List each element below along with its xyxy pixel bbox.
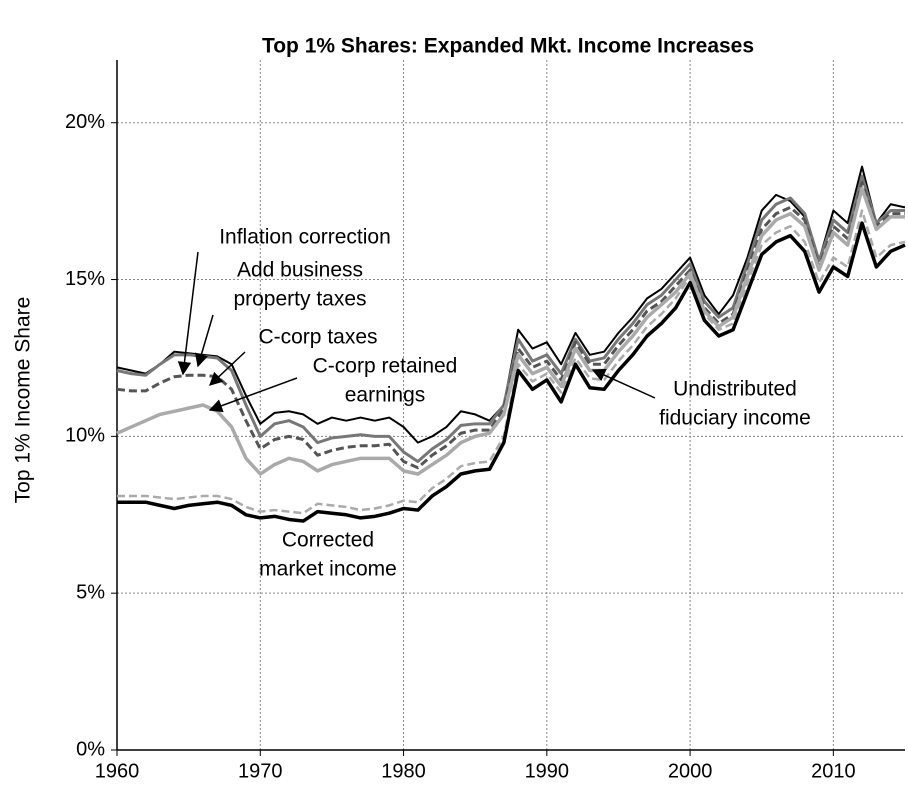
y-tick-label: 0%	[76, 738, 105, 760]
annotation: fiduciary income	[659, 407, 811, 430]
annotation-arrow	[177, 251, 199, 376]
chart-title: Top 1% Shares: Expanded Mkt. Income Incr…	[262, 35, 754, 58]
x-tick-label: 1970	[238, 760, 283, 782]
annotation: market income	[259, 558, 397, 581]
y-tick-label: 5%	[76, 581, 105, 603]
annotation: earnings	[345, 384, 426, 407]
y-tick-label: 10%	[65, 425, 105, 447]
annotation: Add business	[237, 259, 363, 282]
y-axis-label: Top 1% Income Share	[12, 297, 35, 504]
annotation: C-corp retained	[313, 355, 458, 378]
annotation: Corrected	[282, 529, 374, 552]
series-line	[116, 186, 905, 476]
annotation: Undistributed	[673, 378, 797, 401]
series-line	[116, 174, 905, 463]
series-line	[117, 221, 906, 523]
annotation-arrow	[194, 314, 214, 368]
annotation: C-corp taxes	[258, 326, 377, 349]
x-tick-label: 1980	[381, 760, 426, 782]
x-tick-label: 2010	[811, 760, 856, 782]
annotation: Inflation correction	[219, 226, 391, 249]
x-tick-label: 1960	[95, 760, 140, 782]
y-tick-label: 20%	[65, 111, 105, 133]
annotation: property taxes	[233, 288, 366, 311]
x-tick-label: 2000	[668, 760, 713, 782]
annotation-arrow	[591, 368, 656, 399]
annotation-arrow	[208, 377, 298, 413]
x-tick-label: 1990	[525, 760, 570, 782]
annotation-arrow	[209, 351, 246, 386]
y-tick-label: 15%	[65, 268, 105, 290]
